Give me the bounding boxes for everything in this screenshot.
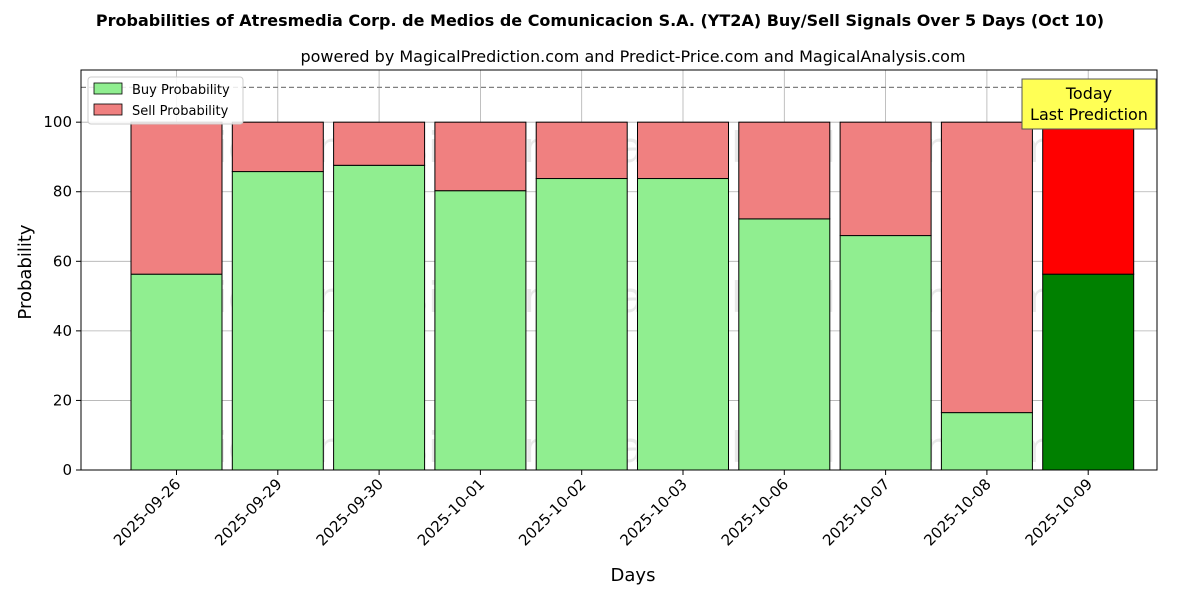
x-tick-label: 2025-09-26	[110, 475, 184, 549]
x-tick-label: 2025-10-06	[718, 475, 792, 549]
legend-box	[87, 76, 244, 125]
y-axis: 0 20 40 60 80 100	[43, 113, 81, 479]
annotation-line-1: Today	[1065, 84, 1112, 103]
legend-swatch-sell	[93, 103, 123, 116]
plot-frame	[80, 69, 1158, 471]
bar-sell	[637, 121, 729, 180]
bar-buy	[637, 178, 729, 471]
y-tick-label: 40	[53, 322, 72, 340]
x-tick-label: 2025-09-30	[313, 475, 387, 549]
y-tick-label: 80	[53, 183, 72, 201]
chart-title: Probabilities of Atresmedia Corp. de Med…	[96, 11, 1104, 30]
y-tick-label: 60	[53, 252, 72, 270]
x-tick-label: 2025-10-01	[414, 475, 488, 549]
x-tick-label: 2025-10-08	[920, 475, 994, 549]
legend-swatch-buy	[93, 82, 123, 95]
x-axis-label: Days	[611, 565, 656, 586]
x-axis: 2025-09-26 2025-09-29 2025-09-30 2025-10-01…	[110, 470, 1096, 549]
bar-buy	[434, 190, 527, 471]
bar-buy	[535, 178, 628, 471]
bar-sell	[434, 121, 527, 192]
bar-buy	[839, 235, 932, 471]
x-tick-label: 2025-10-02	[515, 475, 589, 549]
y-tick-label: 20	[53, 391, 72, 409]
bar-buy	[1042, 273, 1135, 471]
bar-sell	[231, 121, 324, 173]
x-tick-label: 2025-10-07	[819, 475, 893, 549]
bar-buy	[333, 164, 426, 471]
bar-buy	[130, 273, 223, 471]
bar-sell	[333, 121, 426, 166]
bars-layer	[130, 121, 1135, 471]
bar-buy	[738, 218, 831, 471]
bar-sell	[940, 121, 1033, 414]
bar-sell	[738, 121, 831, 220]
x-tick-label: 2025-10-09	[1022, 475, 1096, 549]
bar-buy	[940, 412, 1033, 471]
bar-sell	[1042, 121, 1135, 275]
y-tick-label: 0	[62, 461, 72, 479]
legend-label-sell: Sell Probability	[132, 104, 229, 119]
bar-sell	[839, 121, 932, 237]
x-tick-label: 2025-10-03	[616, 475, 690, 549]
legend: Buy Probability Sell Probability	[87, 76, 244, 125]
legend-label-buy: Buy Probability	[132, 83, 230, 98]
bar-sell	[130, 121, 223, 275]
bar-buy	[231, 171, 324, 471]
annotation-line-2: Last Prediction	[1030, 105, 1148, 124]
y-tick-label: 100	[43, 113, 72, 131]
x-tick-label: 2025-09-29	[211, 475, 285, 549]
chart-subtitle: powered by MagicalPrediction.com and Pre…	[300, 47, 965, 66]
annotation-box	[1021, 78, 1157, 130]
today-annotation: Today Last Prediction	[1021, 78, 1157, 130]
bar-sell	[535, 121, 628, 180]
y-axis-label: Probability	[15, 224, 36, 319]
